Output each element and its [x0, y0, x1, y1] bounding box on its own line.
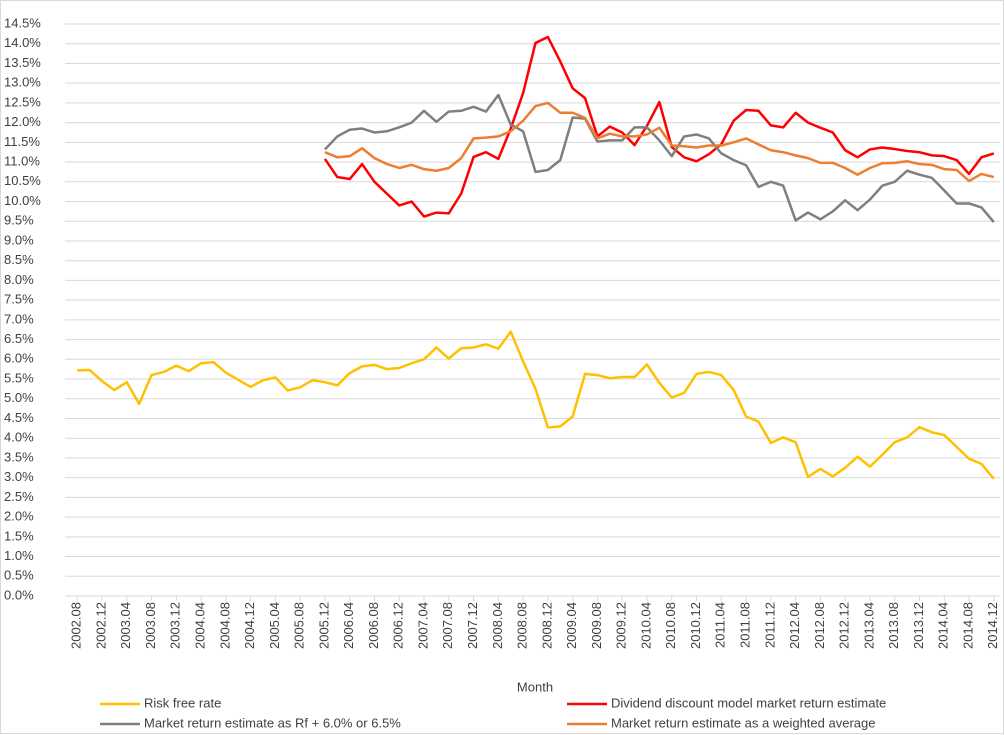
- x-tick-label: 2012.04: [787, 602, 802, 649]
- x-tick-label: 2004.12: [242, 602, 257, 649]
- x-tick-label: 2007.12: [465, 602, 480, 649]
- y-tick-label: 7.5%: [4, 292, 34, 307]
- x-tick-label: 2003.12: [168, 602, 183, 649]
- x-tick-label: 2012.08: [812, 602, 827, 649]
- x-tick-label: 2007.04: [415, 602, 430, 649]
- x-tick-label: 2002.08: [69, 602, 84, 649]
- y-tick-label: 10.5%: [4, 173, 41, 188]
- y-tick-label: 13.0%: [4, 75, 41, 90]
- x-tick-label: 2005.04: [267, 602, 282, 649]
- x-tick-label: 2006.12: [391, 602, 406, 649]
- y-tick-label: 11.5%: [4, 134, 40, 149]
- y-tick-label: 8.0%: [4, 272, 34, 287]
- x-tick-label: 2013.04: [861, 602, 876, 649]
- x-tick-label: 2012.12: [837, 602, 852, 649]
- legend-label: Market return estimate as a weighted ave…: [611, 715, 875, 730]
- x-tick-label: 2014.12: [985, 602, 1000, 649]
- y-tick-label: 8.5%: [4, 252, 34, 267]
- y-tick-label: 13.5%: [4, 55, 41, 70]
- y-tick-label: 3.5%: [4, 449, 34, 464]
- x-tick-label: 2009.12: [614, 602, 629, 649]
- y-tick-label: 6.5%: [4, 331, 34, 346]
- x-tick-label: 2008.12: [539, 602, 554, 649]
- x-tick-label: 2013.08: [886, 602, 901, 649]
- y-tick-label: 4.5%: [4, 410, 34, 425]
- x-tick-label: 2014.04: [936, 602, 951, 649]
- x-tick-label: 2010.08: [663, 602, 678, 649]
- y-tick-label: 9.0%: [4, 232, 34, 247]
- y-tick-label: 0.5%: [4, 568, 34, 583]
- y-tick-label: 4.0%: [4, 430, 34, 445]
- x-tick-label: 2008.08: [515, 602, 530, 649]
- x-tick-label: 2008.04: [490, 602, 505, 649]
- x-tick-label: 2002.12: [93, 602, 108, 649]
- y-tick-label: 6.0%: [4, 351, 34, 366]
- series-line: [77, 330, 995, 480]
- y-tick-label: 12.0%: [4, 114, 41, 129]
- series-line: [324, 101, 995, 183]
- y-tick-label: 7.0%: [4, 311, 34, 326]
- x-tick-label: 2011.08: [738, 602, 753, 648]
- x-tick-label: 2010.12: [688, 602, 703, 649]
- x-tick-label: 2011.04: [713, 602, 728, 648]
- x-tick-label: 2007.08: [440, 602, 455, 649]
- x-axis-title: Month: [517, 679, 553, 694]
- y-tick-label: 11.0%: [4, 154, 40, 169]
- legend-label: Risk free rate: [144, 695, 221, 710]
- series-line: [323, 35, 995, 218]
- x-tick-label: 2006.04: [341, 602, 356, 649]
- y-tick-label: 9.5%: [4, 213, 34, 228]
- x-tick-label: 2003.04: [118, 602, 133, 649]
- y-tick-label: 2.5%: [4, 489, 34, 504]
- y-tick-label: 14.0%: [4, 35, 41, 50]
- y-tick-label: 2.0%: [4, 509, 34, 524]
- y-tick-label: 1.5%: [4, 528, 34, 543]
- x-tick-label: 2005.08: [292, 602, 307, 649]
- y-tick-label: 12.5%: [4, 94, 41, 109]
- x-tick-label: 2009.04: [564, 602, 579, 649]
- legend-label: Dividend discount model market return es…: [611, 695, 886, 710]
- x-tick-label: 2010.04: [638, 602, 653, 649]
- x-tick-label: 2005.12: [316, 602, 331, 649]
- x-tick-label: 2009.08: [589, 602, 604, 649]
- y-tick-label: 1.0%: [4, 548, 34, 563]
- x-tick-label: 2006.08: [366, 602, 381, 649]
- y-tick-label: 3.0%: [4, 469, 34, 484]
- y-tick-label: 14.5%: [4, 15, 41, 30]
- legend-label: Market return estimate as Rf + 6.0% or 6…: [144, 715, 401, 730]
- x-tick-label: 2014.08: [960, 602, 975, 649]
- x-tick-label: 2011.12: [762, 602, 777, 648]
- y-tick-label: 10.0%: [4, 193, 41, 208]
- x-tick-label: 2004.08: [217, 602, 232, 649]
- x-tick-label: 2004.04: [192, 602, 207, 649]
- x-tick-label: 2003.08: [143, 602, 158, 649]
- y-tick-label: 5.5%: [4, 370, 34, 385]
- x-tick-label: 2013.12: [911, 602, 926, 649]
- y-tick-label: 0.0%: [4, 587, 34, 602]
- y-tick-label: 5.0%: [4, 390, 34, 405]
- series-line: [324, 93, 995, 223]
